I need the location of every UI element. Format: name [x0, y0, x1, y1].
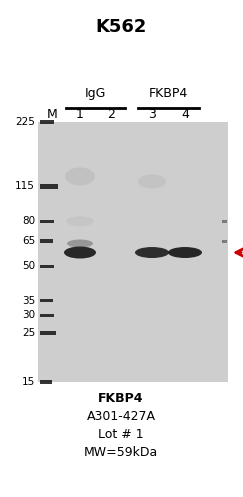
Text: FKBP4: FKBP4 — [149, 87, 188, 100]
Ellipse shape — [66, 216, 94, 226]
Text: 3: 3 — [148, 108, 156, 121]
Bar — [40, 331, 56, 334]
Text: 65: 65 — [22, 236, 35, 246]
Ellipse shape — [135, 247, 169, 258]
Text: 25: 25 — [22, 328, 35, 338]
Text: IgG: IgG — [85, 87, 106, 100]
Text: 35: 35 — [22, 296, 35, 306]
Bar — [40, 120, 54, 124]
Bar — [40, 220, 54, 223]
Text: 115: 115 — [15, 181, 35, 191]
Bar — [40, 314, 54, 317]
Text: M: M — [47, 108, 57, 121]
Ellipse shape — [67, 240, 93, 248]
Text: 80: 80 — [22, 216, 35, 226]
Bar — [222, 220, 227, 223]
Ellipse shape — [65, 167, 95, 185]
Text: 1: 1 — [76, 108, 84, 121]
Text: 30: 30 — [22, 311, 35, 321]
Text: 50: 50 — [22, 261, 35, 271]
Bar — [40, 265, 54, 268]
Text: A301-427A: A301-427A — [87, 411, 156, 423]
Bar — [40, 380, 52, 384]
Bar — [40, 184, 58, 189]
Ellipse shape — [168, 247, 202, 258]
Bar — [38, 122, 228, 382]
Text: K562: K562 — [95, 18, 147, 36]
Text: MW=59kDa: MW=59kDa — [84, 446, 158, 460]
Bar — [40, 240, 53, 243]
Text: 225: 225 — [15, 117, 35, 127]
Text: 15: 15 — [22, 377, 35, 387]
Ellipse shape — [138, 174, 166, 188]
Text: FKBP4: FKBP4 — [98, 393, 144, 406]
Bar — [222, 240, 227, 243]
Text: 2: 2 — [107, 108, 115, 121]
Ellipse shape — [64, 247, 96, 258]
Bar — [38, 122, 228, 382]
Text: 4: 4 — [181, 108, 189, 121]
Bar — [40, 299, 53, 302]
Text: Lot # 1: Lot # 1 — [98, 428, 144, 441]
